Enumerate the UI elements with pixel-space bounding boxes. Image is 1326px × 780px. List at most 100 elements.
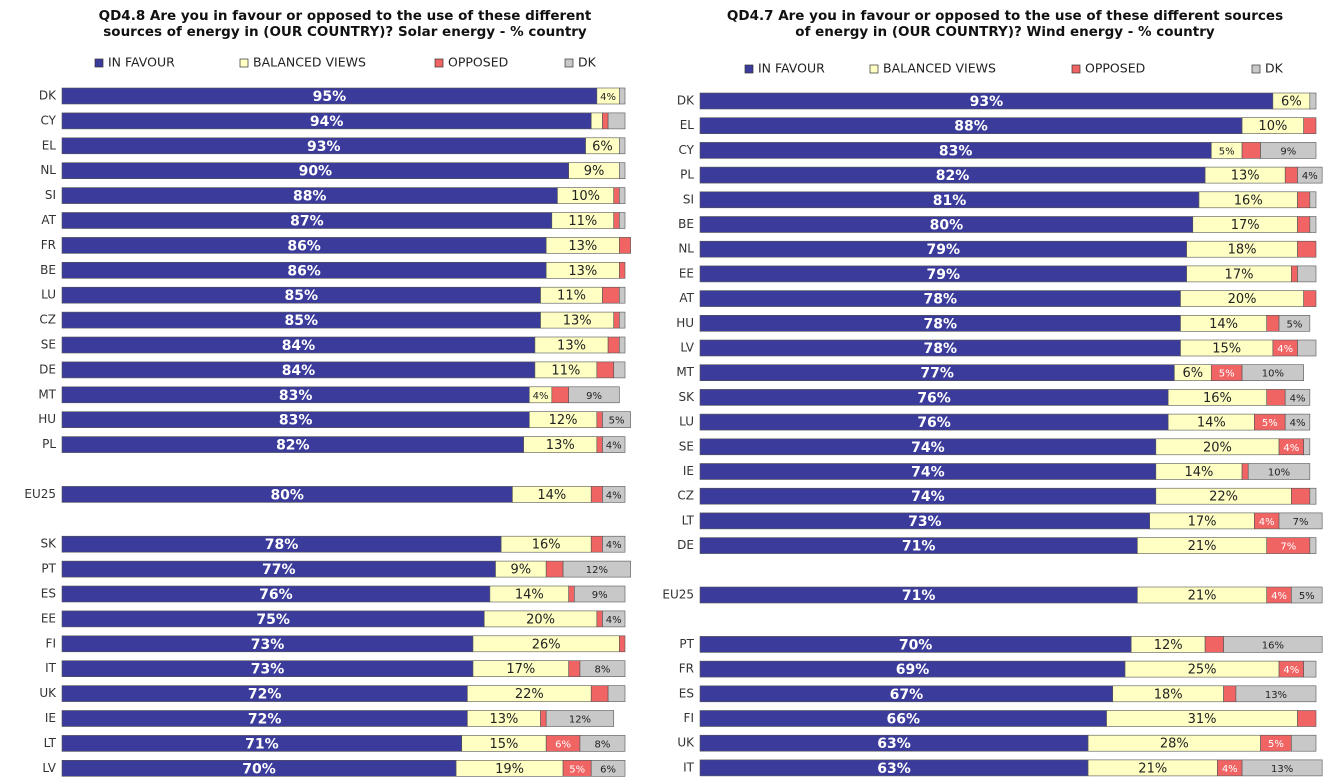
bar-segment (602, 610, 626, 628)
value-label: 5% (1268, 739, 1284, 750)
bar-segment (1266, 389, 1286, 406)
value-label: 4% (606, 490, 622, 501)
bar-segment (613, 187, 620, 204)
value-label: 4% (600, 92, 616, 103)
value-label: 13% (1271, 764, 1293, 775)
category-label: FI (684, 711, 694, 725)
category-label: UK (39, 686, 57, 700)
value-label: 75% (256, 612, 290, 628)
value-label: 7% (1280, 542, 1296, 553)
value-label: 17% (506, 662, 535, 677)
value-label: 70% (242, 761, 276, 777)
category-label: CZ (677, 489, 694, 503)
category-label: BE (678, 217, 694, 231)
legend-label: BALANCED VIEWS (883, 61, 996, 76)
bar-segment (568, 585, 575, 603)
value-label: 15% (490, 737, 519, 752)
value-label: 10% (1268, 468, 1290, 479)
value-label: 14% (537, 488, 566, 503)
bar-segment (562, 560, 631, 578)
value-label: 9% (584, 164, 605, 179)
value-label: 4% (1259, 517, 1275, 528)
category-label: IT (45, 661, 57, 675)
bar-segment (1241, 364, 1304, 382)
bar-segment (1309, 191, 1317, 209)
category-label: IT (683, 760, 695, 774)
value-label: 6% (555, 739, 571, 750)
bar-segment (1297, 191, 1311, 209)
value-label: 11% (557, 289, 586, 304)
value-label: 95% (313, 89, 347, 105)
value-label: 10% (571, 189, 600, 204)
category-label: LT (44, 736, 57, 750)
value-label: 16% (1262, 640, 1284, 651)
category-label: SI (683, 192, 694, 206)
value-label: 4% (1302, 171, 1318, 182)
value-label: 66% (887, 712, 921, 728)
value-label: 4% (1290, 393, 1306, 404)
bar-segment (613, 212, 620, 229)
bar-segment (602, 486, 626, 503)
value-label: 81% (933, 193, 967, 209)
value-label: 14% (1185, 465, 1214, 480)
value-label: 73% (251, 637, 285, 653)
value-label: 79% (927, 242, 961, 258)
bar-segment (590, 486, 603, 503)
category-label: LV (42, 761, 56, 775)
value-label: 69% (896, 662, 930, 678)
value-label: 13% (568, 264, 597, 279)
category-label: PL (42, 437, 56, 451)
bar-segment (619, 212, 626, 229)
value-label: 77% (262, 562, 296, 578)
bar-segment (613, 361, 626, 379)
bar-segment (619, 237, 631, 254)
value-label: 12% (586, 565, 608, 576)
value-label: 11% (568, 214, 597, 229)
value-label: 63% (877, 736, 911, 752)
legend-label: IN FAVOUR (758, 61, 825, 76)
bar-segment (590, 535, 603, 553)
legend-swatch (1251, 64, 1261, 74)
value-label: 16% (1234, 193, 1263, 208)
value-label: 9% (1280, 146, 1296, 157)
value-label: 9% (592, 590, 608, 601)
bar-segment (596, 610, 603, 628)
bar-segment (590, 685, 609, 702)
value-label: 21% (1188, 589, 1217, 604)
bar-segment (590, 759, 626, 777)
bar-segment (619, 137, 626, 155)
value-label: 78% (923, 341, 957, 357)
value-label: 80% (930, 218, 964, 234)
value-label: 6% (1281, 95, 1302, 110)
value-label: 85% (285, 313, 319, 329)
legend-label: OPPOSED (1085, 61, 1145, 76)
category-label: SE (41, 338, 56, 352)
category-label: SK (679, 390, 696, 404)
category-label: LT (682, 513, 695, 527)
value-label: 70% (899, 637, 933, 653)
bar-segment (1284, 389, 1311, 406)
value-label: 80% (270, 487, 304, 503)
category-label: SI (45, 188, 56, 202)
value-label: 73% (908, 514, 942, 530)
bar-segment (568, 660, 581, 678)
category-label: UK (677, 736, 695, 750)
bar-segment (1204, 636, 1224, 653)
bar-segment (1297, 216, 1311, 233)
value-label: 84% (282, 363, 316, 379)
value-label: 14% (515, 588, 544, 603)
value-label: 8% (595, 739, 611, 750)
bar-segment (602, 286, 620, 304)
value-label: 16% (1203, 391, 1232, 406)
value-label: 13% (1231, 169, 1260, 184)
bar-segment (1223, 685, 1237, 703)
bar-segment (1291, 265, 1298, 283)
category-label: FR (679, 662, 694, 676)
legend-swatch (744, 64, 754, 74)
bar-segment (1291, 586, 1323, 604)
category-label: EE (41, 611, 56, 625)
value-label: 93% (307, 139, 341, 155)
value-label: 4% (606, 615, 622, 626)
category-label: EL (680, 118, 695, 132)
